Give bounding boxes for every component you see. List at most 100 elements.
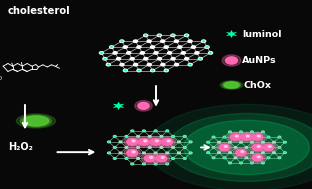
Polygon shape: [183, 135, 187, 138]
Circle shape: [267, 147, 270, 148]
Circle shape: [160, 147, 163, 148]
Circle shape: [172, 158, 174, 159]
Circle shape: [212, 136, 215, 138]
Polygon shape: [130, 130, 134, 132]
Polygon shape: [283, 151, 287, 154]
Circle shape: [251, 152, 253, 153]
Circle shape: [226, 57, 237, 64]
Circle shape: [278, 136, 281, 138]
Circle shape: [228, 132, 243, 142]
Polygon shape: [278, 146, 281, 149]
Circle shape: [156, 155, 167, 162]
Circle shape: [212, 157, 215, 159]
Circle shape: [166, 141, 169, 143]
Polygon shape: [250, 131, 254, 133]
Circle shape: [268, 146, 271, 147]
Polygon shape: [206, 141, 210, 143]
Circle shape: [251, 131, 253, 133]
Circle shape: [230, 134, 241, 140]
Circle shape: [140, 52, 144, 54]
Polygon shape: [212, 146, 215, 149]
Circle shape: [252, 134, 263, 140]
Polygon shape: [107, 141, 111, 143]
Polygon shape: [250, 162, 254, 164]
Circle shape: [147, 137, 164, 147]
Circle shape: [113, 158, 116, 159]
Polygon shape: [223, 136, 226, 138]
Polygon shape: [267, 157, 270, 159]
Polygon shape: [183, 146, 187, 149]
Circle shape: [245, 136, 248, 138]
Circle shape: [257, 135, 260, 137]
Polygon shape: [137, 69, 141, 72]
Circle shape: [251, 141, 253, 143]
Polygon shape: [206, 151, 210, 154]
Polygon shape: [212, 136, 215, 138]
Polygon shape: [130, 163, 134, 165]
Circle shape: [162, 139, 173, 145]
Text: H₂O₂: H₂O₂: [8, 143, 33, 152]
Polygon shape: [189, 141, 193, 143]
Text: HO: HO: [0, 76, 2, 81]
Ellipse shape: [183, 120, 310, 175]
Circle shape: [183, 136, 186, 137]
Polygon shape: [228, 162, 232, 164]
Circle shape: [127, 139, 138, 145]
Circle shape: [188, 40, 192, 42]
Circle shape: [262, 162, 264, 164]
Circle shape: [256, 157, 259, 159]
Circle shape: [234, 147, 237, 148]
Circle shape: [137, 147, 139, 148]
Circle shape: [106, 64, 110, 66]
Circle shape: [147, 40, 151, 42]
Circle shape: [252, 155, 263, 161]
Circle shape: [143, 152, 145, 154]
Polygon shape: [239, 131, 243, 133]
Polygon shape: [239, 162, 243, 164]
Polygon shape: [228, 131, 232, 133]
Polygon shape: [278, 157, 281, 159]
Circle shape: [132, 151, 135, 153]
Circle shape: [120, 64, 124, 66]
Polygon shape: [239, 162, 243, 164]
Polygon shape: [157, 34, 162, 37]
Circle shape: [134, 40, 138, 42]
Polygon shape: [142, 163, 146, 165]
Circle shape: [218, 141, 220, 143]
Circle shape: [202, 40, 206, 42]
Circle shape: [110, 46, 114, 48]
Circle shape: [168, 52, 172, 54]
Polygon shape: [212, 136, 215, 138]
Circle shape: [250, 143, 265, 152]
Polygon shape: [267, 136, 270, 138]
Circle shape: [159, 137, 176, 147]
Circle shape: [150, 139, 161, 145]
Circle shape: [137, 158, 139, 159]
Circle shape: [241, 151, 244, 153]
Circle shape: [217, 143, 232, 152]
Circle shape: [284, 152, 286, 153]
Polygon shape: [226, 30, 237, 38]
Polygon shape: [228, 131, 232, 133]
Polygon shape: [283, 141, 287, 143]
Ellipse shape: [20, 115, 51, 127]
Polygon shape: [261, 131, 265, 133]
Circle shape: [125, 136, 128, 137]
Circle shape: [189, 152, 192, 154]
Polygon shape: [228, 162, 232, 164]
Circle shape: [160, 136, 163, 137]
Polygon shape: [107, 152, 111, 154]
Circle shape: [223, 147, 226, 148]
Polygon shape: [261, 162, 265, 164]
Circle shape: [240, 141, 242, 143]
Polygon shape: [188, 63, 193, 66]
Circle shape: [161, 64, 165, 66]
Circle shape: [147, 64, 151, 66]
Polygon shape: [113, 135, 117, 138]
Circle shape: [250, 132, 265, 142]
Text: ChOx: ChOx: [243, 81, 271, 90]
Circle shape: [108, 152, 110, 154]
Circle shape: [261, 143, 276, 152]
Polygon shape: [164, 69, 168, 72]
Circle shape: [278, 147, 281, 148]
